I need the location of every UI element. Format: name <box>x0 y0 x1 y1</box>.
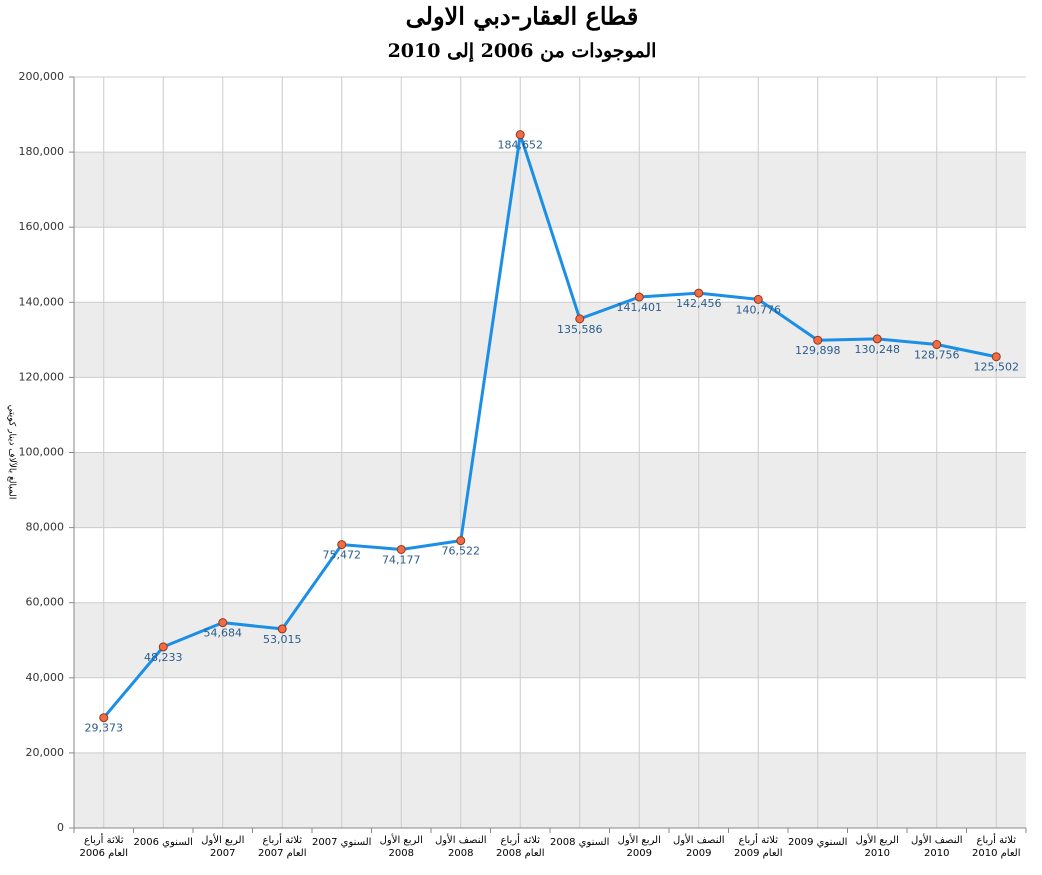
data-label: 54,684 <box>204 627 243 640</box>
x-tick-label: السنوي 2008 <box>550 837 609 848</box>
x-tick-label: العام 2009 <box>734 848 783 859</box>
data-label: 184,652 <box>498 139 544 152</box>
y-tick-label: 120,000 <box>19 370 65 383</box>
data-label: 128,756 <box>914 349 960 362</box>
y-tick-label: 200,000 <box>19 70 65 83</box>
y-tick-label: 60,000 <box>26 596 65 609</box>
data-label: 140,776 <box>736 303 782 316</box>
data-label: 48,233 <box>144 651 183 664</box>
x-tick-label: 2008 <box>448 848 473 859</box>
x-tick-label: 2009 <box>627 848 652 859</box>
data-point <box>515 130 525 140</box>
x-tick-label: العام 2010 <box>972 848 1021 859</box>
y-tick-label: 140,000 <box>19 295 65 308</box>
y-tick-label: 100,000 <box>19 446 65 459</box>
x-tick-label: السنوي 2006 <box>134 837 193 848</box>
x-tick-label: ثلاثة أرباع <box>84 833 124 846</box>
x-tick-label: 2010 <box>924 848 949 859</box>
x-tick-label: النصف الأول <box>435 833 487 846</box>
chart-subtitle: الموجودات من 2006 إلى 2010 <box>388 40 657 63</box>
data-point <box>932 340 942 350</box>
chart-title: قطاع العقار-دبي الاولى <box>406 2 639 32</box>
x-tick-label: السنوي 2007 <box>312 837 371 848</box>
x-tick-label: 2007 <box>210 848 235 859</box>
y-tick-label: 20,000 <box>26 746 65 759</box>
data-point <box>694 288 704 298</box>
data-line <box>102 133 997 719</box>
data-label: 130,248 <box>855 343 901 356</box>
x-tick-label: العام 2006 <box>79 848 128 859</box>
data-point <box>396 544 406 554</box>
x-tick-label: 2008 <box>389 848 414 859</box>
y-axis-label: المبالغ بالآلاف دينار كويتي <box>7 405 19 500</box>
x-tick-label: الربع الأول <box>201 833 244 846</box>
x-tick-label: العام 2008 <box>496 848 545 859</box>
data-label: 141,401 <box>617 301 663 314</box>
data-point <box>337 540 347 550</box>
data-label: 74,177 <box>382 553 421 566</box>
y-tick-label: 160,000 <box>19 220 65 233</box>
data-point <box>753 294 763 304</box>
data-point <box>218 618 228 628</box>
data-label: 29,373 <box>85 722 124 735</box>
data-label: 76,522 <box>442 545 481 558</box>
data-point <box>872 334 882 344</box>
data-label: 125,502 <box>974 361 1020 374</box>
y-tick-label: 80,000 <box>26 521 65 534</box>
x-tick-label: 2009 <box>686 848 711 859</box>
data-point <box>456 536 466 546</box>
data-point <box>991 352 1001 362</box>
grid-band <box>74 602 1026 678</box>
x-tick-label: النصف الأول <box>673 833 725 846</box>
x-tick-label: 2010 <box>865 848 890 859</box>
data-label: 129,898 <box>795 344 841 357</box>
data-point <box>158 642 168 652</box>
data-point <box>277 624 287 634</box>
data-label: 135,586 <box>557 323 603 336</box>
x-tick-label: ثلاثة أرباع <box>501 833 541 846</box>
y-tick-label: 0 <box>57 821 64 834</box>
y-tick-label: 40,000 <box>26 671 65 684</box>
y-tick-label: 180,000 <box>19 145 65 158</box>
data-point <box>575 314 585 324</box>
x-tick-label: الربع الأول <box>618 833 661 846</box>
x-tick-label: الربع الأول <box>380 833 423 846</box>
data-point <box>813 335 823 345</box>
grid-band <box>74 152 1026 228</box>
data-point <box>99 713 109 723</box>
x-tick-label: ثلاثة أرباع <box>263 833 303 846</box>
x-tick-label: النصف الأول <box>911 833 963 846</box>
grid-band <box>74 452 1026 528</box>
data-point <box>634 292 644 302</box>
data-label: 142,456 <box>676 297 722 310</box>
x-tick-label: العام 2007 <box>258 848 307 859</box>
x-tick-label: السنوي 2009 <box>788 837 847 848</box>
grid-band <box>74 752 1026 828</box>
data-label: 75,472 <box>323 549 362 562</box>
x-tick-label: ثلاثة أرباع <box>739 833 779 846</box>
x-tick-label: الربع الأول <box>856 833 899 846</box>
data-label: 53,015 <box>263 633 302 646</box>
x-tick-label: ثلاثة أرباع <box>977 833 1017 846</box>
